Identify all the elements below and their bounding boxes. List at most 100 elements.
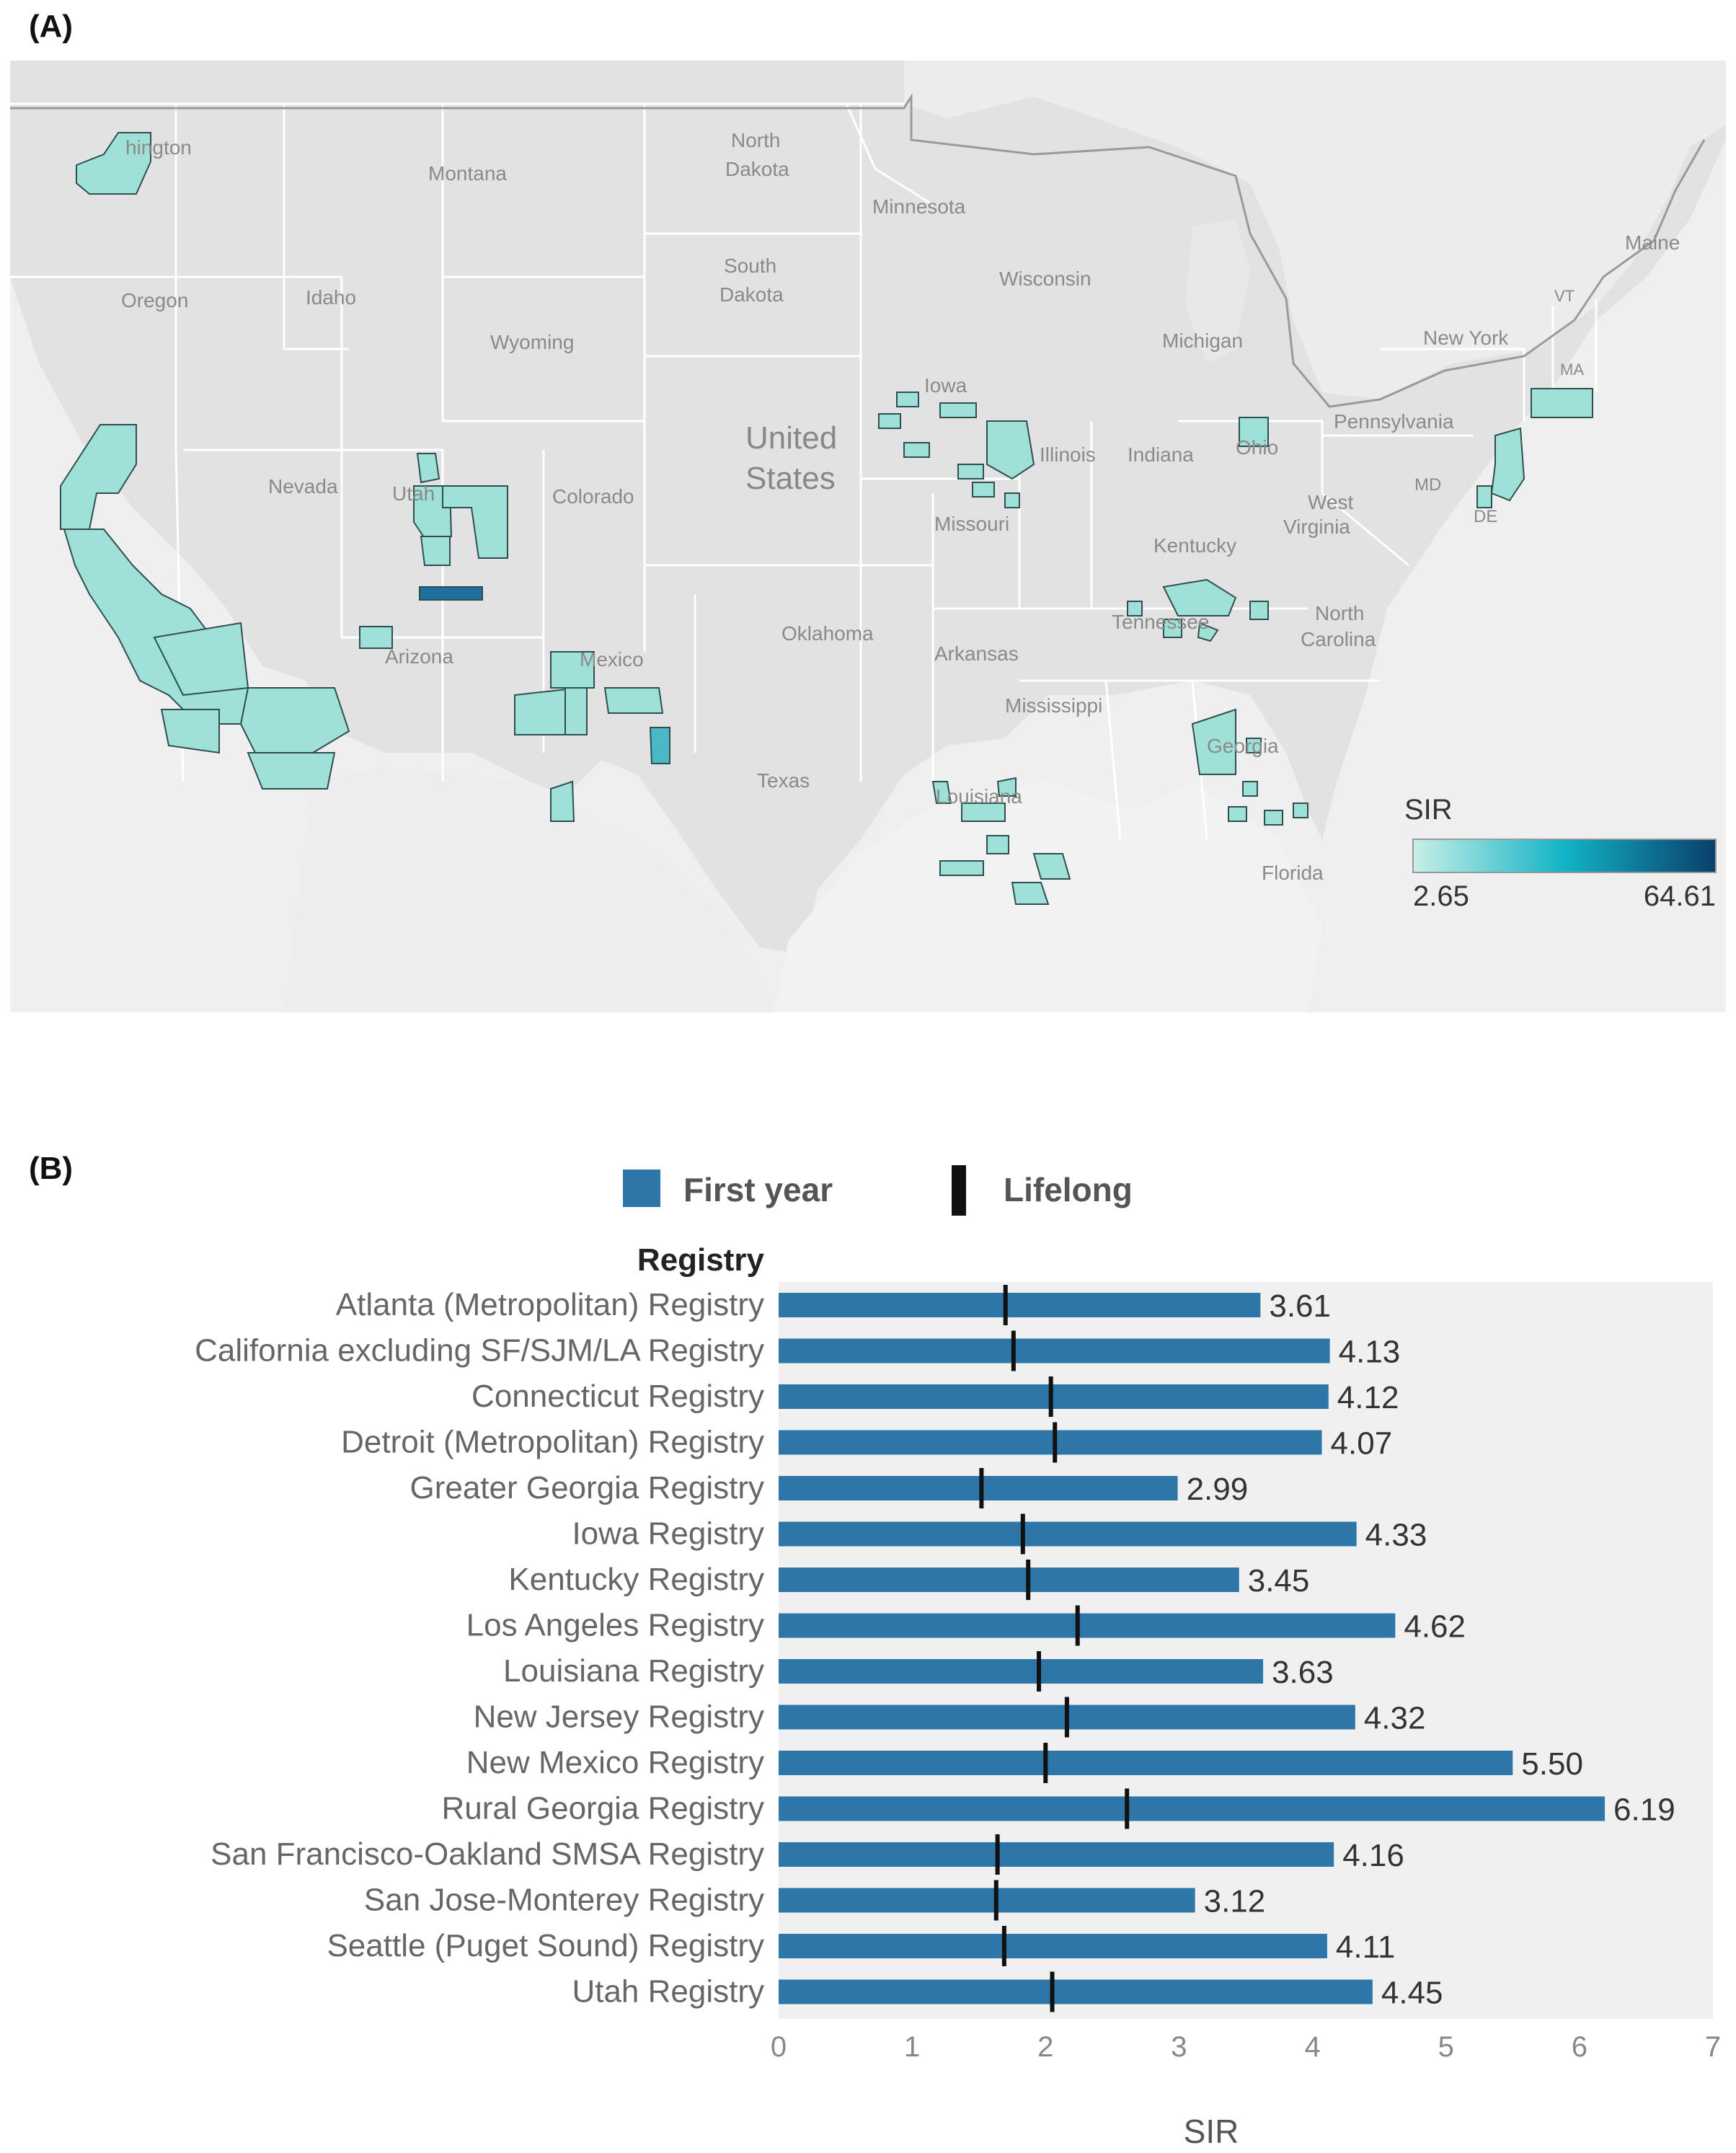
first-year-bar [779,1384,1329,1409]
first-year-value-label: 4.07 [1331,1426,1393,1462]
state-label-kentucky: Kentucky [1153,534,1236,557]
category-label: California excluding SF/SJM/LA Registry [195,1333,764,1369]
first-year-bar [779,1568,1239,1592]
region-utah-1 [416,453,440,484]
state-label-pennsylvania: Pennsylvania [1334,410,1454,433]
state-label-north-dakota-2: Dakota [725,158,789,180]
region-iowa-6 [957,464,984,479]
state-label-maine: Maine [1625,231,1680,254]
legend-lifelong-swatch [952,1165,966,1216]
first-year-value-label: 3.45 [1248,1563,1310,1599]
state-labels: hington Montana North Dakota Minnesota S… [121,129,1680,884]
region-la-7 [1011,882,1050,905]
region-la-5 [986,835,1009,854]
category-label: Greater Georgia Registry [409,1470,764,1506]
first-year-bar [779,1521,1357,1547]
region-detroit [1239,417,1269,447]
state-label-minnesota: Minnesota [872,195,966,218]
legend-first-year-label: First year [683,1171,833,1208]
category-label: Los Angeles Registry [466,1608,764,1643]
region-utah-4 [420,536,451,566]
lifelong-tick [1043,1743,1048,1783]
state-label-utah: Utah [392,482,435,505]
region-ga-2 [1246,738,1262,753]
first-year-bar [779,1476,1178,1500]
gulf-area [774,782,1322,1012]
state-label-wyoming: Wyoming [490,331,574,353]
state-label-west-virginia-2: Virginia [1283,516,1350,538]
x-axis: 0 1 2 3 4 5 6 7 [771,2031,1721,2063]
legend-min: 2.65 [1413,880,1469,912]
first-year-bar [779,1979,1373,2004]
lifelong-tick [1064,1697,1069,1738]
region-ca-south [247,752,336,790]
first-year-bar [779,1934,1327,1958]
state-label-michigan: Michigan [1162,330,1243,352]
region-iowa-7 [972,482,995,498]
region-ca-coast [160,709,220,754]
lifelong-tick [979,1468,984,1508]
first-year-value-label: 4.16 [1342,1838,1404,1873]
region-nj-2 [1476,485,1492,508]
region-iowa-8 [1004,492,1020,508]
region-ky-4 [1197,622,1219,642]
region-nm-4 [603,687,664,714]
state-label-ma: MA [1560,361,1584,379]
state-label-oklahoma: Oklahoma [781,622,874,645]
region-ga-5 [1264,810,1283,826]
first-year-bar [779,1293,1261,1317]
state-label-north-carolina-1: North [1315,602,1364,624]
region-iowa-4 [903,442,930,458]
category-label: New Jersey Registry [474,1699,764,1735]
legend-title: SIR [1404,794,1453,826]
state-label-missouri: Missouri [934,513,1009,535]
lake-michigan [1185,219,1250,363]
lifelong-tick [1003,1285,1008,1325]
first-year-value-label: 5.50 [1521,1746,1583,1782]
first-year-value-label: 4.13 [1339,1335,1401,1370]
region-la-1 [931,781,952,804]
region-ky-2 [1162,578,1237,616]
region-utah-dark [419,586,483,601]
state-label-arizona: Arizona [385,645,453,668]
lifelong-tick [1020,1513,1025,1555]
first-year-value-label: 4.32 [1364,1701,1426,1736]
region-nevada-edge [359,626,393,649]
state-label-louisiana: Louisiana [936,785,1022,808]
state-label-arkansas: Arkansas [934,642,1019,665]
region-ga-1 [1191,708,1236,775]
category-label: Seattle (Puget Sound) Registry [327,1928,764,1963]
first-year-value-label: 4.12 [1337,1380,1399,1415]
state-label-indiana: Indiana [1128,443,1194,466]
lifelong-tick [995,1834,1000,1875]
region-ky-1 [1127,601,1143,616]
region-nm-1 [550,651,595,689]
state-label-north-carolina-2: Carolina [1301,628,1376,650]
region-california [60,424,137,530]
category-label: Rural Georgia Registry [442,1791,765,1826]
first-year-value-label: 4.45 [1381,1976,1443,2011]
region-connecticut [1531,388,1593,418]
region-seattle [76,132,151,195]
first-year-value-label: 2.99 [1187,1472,1249,1507]
first-year-bar [779,1430,1322,1455]
category-label: Louisiana Registry [503,1653,764,1689]
region-ga-6 [1293,803,1308,818]
lifelong-tick [1011,1330,1016,1371]
category-label: Kentucky Registry [508,1562,764,1597]
region-ky-3 [1163,619,1182,638]
lifelong-tick [1048,1376,1053,1417]
x-tick-label: 4 [1304,2031,1320,2063]
category-label: New Mexico Registry [466,1745,764,1780]
category-label: San Jose-Monterey Registry [364,1883,764,1918]
category-label: Utah Registry [572,1974,764,2010]
x-tick-label: 0 [771,2031,787,2063]
first-year-bar [779,1338,1330,1363]
canada-area [10,61,1726,399]
first-year-value-label: 4.11 [1336,1929,1395,1965]
state-label-ohio: Ohio [1236,436,1278,459]
first-year-bar [779,1659,1264,1684]
region-iowa-3 [878,413,901,429]
mexico-area [284,767,774,1012]
state-borders [10,102,1598,840]
